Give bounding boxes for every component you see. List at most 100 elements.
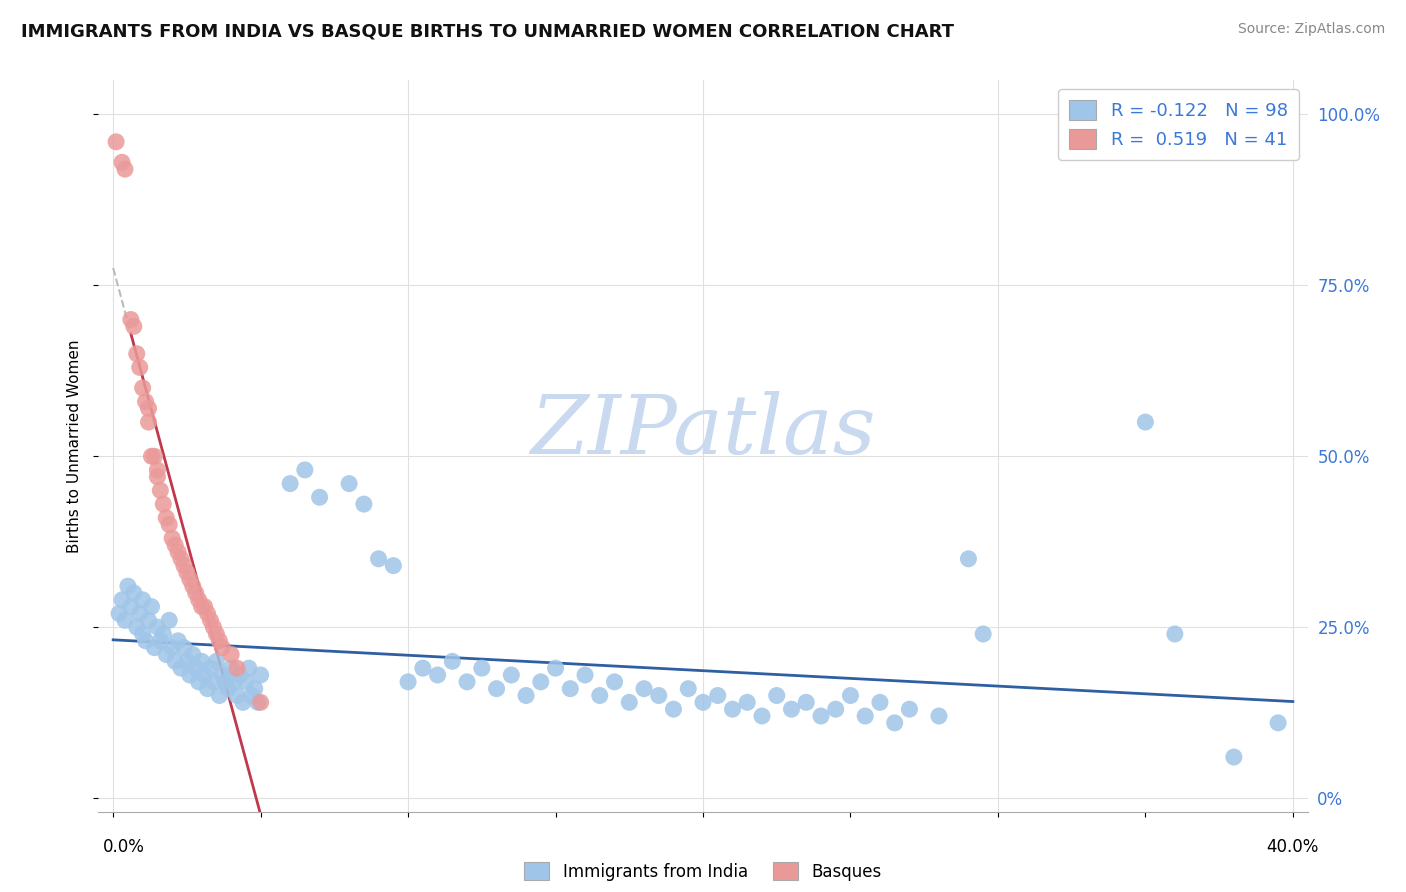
Point bbox=[249, 668, 271, 682]
Point bbox=[155, 648, 177, 662]
Y-axis label: Births to Unmarried Women: Births to Unmarried Women bbox=[67, 339, 83, 553]
Point bbox=[972, 627, 994, 641]
Point bbox=[214, 674, 236, 689]
Point bbox=[308, 490, 330, 504]
Point bbox=[200, 661, 222, 675]
Point bbox=[735, 695, 758, 709]
Point bbox=[238, 661, 260, 675]
Point bbox=[544, 661, 567, 675]
Point bbox=[143, 640, 166, 655]
Point bbox=[382, 558, 405, 573]
Point bbox=[883, 715, 905, 730]
Point bbox=[692, 695, 714, 709]
Point bbox=[240, 689, 263, 703]
Point bbox=[157, 613, 180, 627]
Point bbox=[243, 681, 266, 696]
Point bbox=[208, 689, 231, 703]
Point bbox=[471, 661, 494, 675]
Point bbox=[105, 135, 128, 149]
Point bbox=[108, 607, 131, 621]
Point bbox=[157, 517, 180, 532]
Point bbox=[146, 469, 169, 483]
Point bbox=[152, 627, 174, 641]
Point bbox=[219, 661, 242, 675]
Point bbox=[125, 347, 148, 361]
Point bbox=[146, 463, 169, 477]
Point bbox=[170, 551, 193, 566]
Point bbox=[155, 510, 177, 524]
Point bbox=[222, 674, 245, 689]
Point bbox=[229, 668, 252, 682]
Point bbox=[167, 633, 190, 648]
Point bbox=[1164, 627, 1187, 641]
Point bbox=[765, 689, 787, 703]
Point bbox=[1135, 415, 1157, 429]
Text: Source: ZipAtlas.com: Source: ZipAtlas.com bbox=[1237, 22, 1385, 37]
Point bbox=[187, 592, 209, 607]
Point bbox=[176, 654, 198, 668]
Point bbox=[125, 620, 148, 634]
Point bbox=[205, 654, 228, 668]
Point bbox=[165, 654, 187, 668]
Point bbox=[751, 709, 773, 723]
Point bbox=[160, 531, 183, 545]
Point bbox=[485, 681, 508, 696]
Point bbox=[205, 627, 228, 641]
Point bbox=[662, 702, 685, 716]
Point bbox=[141, 449, 163, 463]
Point bbox=[367, 551, 389, 566]
Point bbox=[648, 689, 671, 703]
Point bbox=[426, 668, 449, 682]
Point bbox=[138, 415, 160, 429]
Point bbox=[170, 661, 193, 675]
Text: 40.0%: 40.0% bbox=[1267, 838, 1319, 855]
Point bbox=[530, 674, 553, 689]
Point bbox=[138, 401, 160, 416]
Text: 0.0%: 0.0% bbox=[103, 838, 145, 855]
Point bbox=[165, 538, 187, 552]
Point bbox=[141, 599, 163, 614]
Point bbox=[208, 633, 231, 648]
Point bbox=[190, 654, 212, 668]
Point bbox=[574, 668, 596, 682]
Point bbox=[194, 599, 217, 614]
Point bbox=[249, 695, 271, 709]
Point bbox=[128, 360, 150, 375]
Point bbox=[138, 613, 160, 627]
Point bbox=[202, 620, 225, 634]
Point bbox=[194, 668, 217, 682]
Point bbox=[114, 162, 136, 177]
Point bbox=[181, 648, 204, 662]
Point bbox=[211, 668, 233, 682]
Point bbox=[589, 689, 612, 703]
Point bbox=[232, 695, 254, 709]
Point bbox=[111, 592, 134, 607]
Point bbox=[184, 661, 207, 675]
Point bbox=[501, 668, 523, 682]
Point bbox=[226, 661, 249, 675]
Point bbox=[179, 572, 201, 586]
Point bbox=[179, 668, 201, 682]
Point bbox=[149, 633, 172, 648]
Point bbox=[187, 674, 209, 689]
Point bbox=[200, 613, 222, 627]
Point bbox=[135, 394, 157, 409]
Point bbox=[515, 689, 537, 703]
Point bbox=[197, 607, 219, 621]
Point bbox=[278, 476, 301, 491]
Point bbox=[928, 709, 950, 723]
Point bbox=[173, 640, 195, 655]
Point bbox=[294, 463, 316, 477]
Point bbox=[149, 483, 172, 498]
Point bbox=[853, 709, 876, 723]
Point bbox=[898, 702, 921, 716]
Point bbox=[456, 674, 478, 689]
Point bbox=[176, 566, 198, 580]
Point bbox=[167, 545, 190, 559]
Point bbox=[780, 702, 803, 716]
Point bbox=[1267, 715, 1289, 730]
Point bbox=[603, 674, 626, 689]
Point bbox=[633, 681, 655, 696]
Point bbox=[143, 449, 166, 463]
Point bbox=[173, 558, 195, 573]
